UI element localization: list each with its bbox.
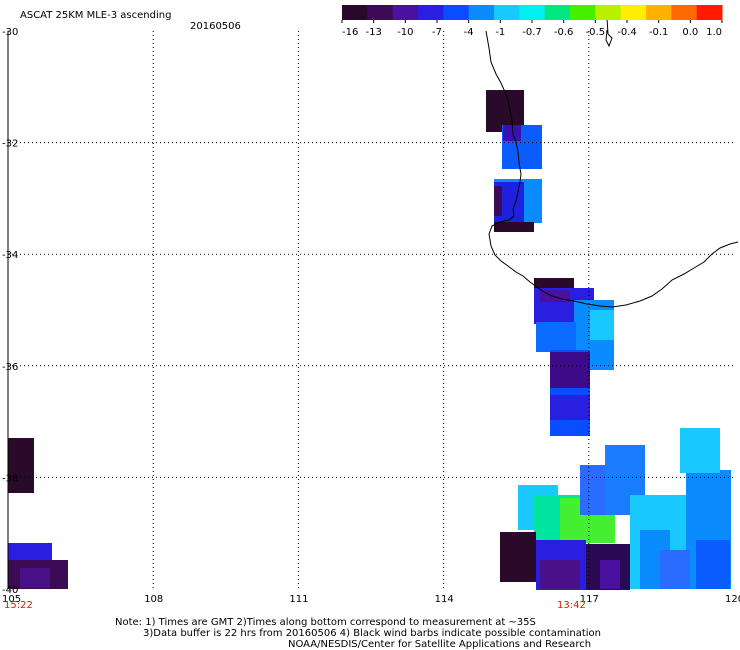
colorbar-swatch <box>671 5 698 20</box>
swath-cell <box>696 540 730 589</box>
note-line-1: Note: 1) Times are GMT 2)Times along bot… <box>115 617 536 628</box>
swath-cell <box>550 352 590 388</box>
colorbar-swatch <box>342 5 368 20</box>
lat-lon-grid <box>7 31 734 589</box>
lon-tick-label: 105 <box>2 594 21 605</box>
colorbar-label: -13 <box>365 27 381 38</box>
coastline <box>485 30 739 308</box>
axis-labels: 105 108 111 114 117 120 -30 -32 -34 -36 -38 -40 <box>2 27 740 605</box>
coastline-island <box>605 17 613 48</box>
swath-cell <box>540 560 580 589</box>
swath-cell <box>8 438 34 493</box>
colorbar-swatch <box>494 5 520 20</box>
colorbar-label: -7 <box>432 27 442 38</box>
lon-tick-label: 108 <box>144 594 163 605</box>
note-line-3: NOAA/NESDIS/Center for Satellite Applica… <box>288 639 592 650</box>
colorbar-label: -4 <box>464 27 474 38</box>
swath-cell <box>680 428 720 473</box>
swath-cell <box>494 222 534 232</box>
colorbar-label: -0.7 <box>522 27 542 38</box>
colorbar-label: -0.5 <box>586 27 606 38</box>
colorbar-label: -10 <box>397 27 413 38</box>
colorbar-swatch <box>595 5 622 20</box>
lon-tick-label: 111 <box>289 594 308 605</box>
lat-tick-label: -32 <box>2 139 18 150</box>
colorbar-label: -0.6 <box>554 27 574 38</box>
colorbar-swatch <box>620 5 647 20</box>
lat-tick-label: -38 <box>2 473 18 484</box>
swath-cell <box>500 532 536 582</box>
colorbar-label: 0.0 <box>682 27 698 38</box>
colorbar-swatch <box>696 5 723 20</box>
time-label-west: 15:22 <box>4 600 33 611</box>
swath-cell <box>536 322 576 352</box>
colorbar-label: -0.4 <box>617 27 637 38</box>
lon-tick-label: 117 <box>580 594 599 605</box>
colorbar-label: 1.0 <box>706 27 722 38</box>
colorbar-swatch <box>367 5 394 20</box>
colorbar-label: -1 <box>495 27 505 38</box>
time-label-east: 13:42 <box>557 600 586 611</box>
note-line-2: 3)Data buffer is 22 hrs from 20160506 4)… <box>143 628 601 639</box>
swath-cell <box>503 125 521 141</box>
date-label: 20160506 <box>190 21 241 32</box>
swath-cell <box>494 186 502 216</box>
swath-cell <box>660 550 690 589</box>
swath-cell <box>534 278 574 290</box>
colorbar-label: -0.1 <box>649 27 669 38</box>
colorbar-swatch <box>443 5 470 20</box>
colorbar-swatch <box>570 5 596 20</box>
title: ASCAT 25KM MLE-3 ascending <box>20 10 171 21</box>
lat-tick-label: -34 <box>2 250 18 261</box>
data-swaths <box>8 90 731 590</box>
lat-tick-label: -40 <box>2 585 18 596</box>
colorbar-label: -16 <box>342 27 358 38</box>
colorbar-swatch <box>392 5 419 20</box>
swath-cell <box>600 560 620 589</box>
lat-tick-label: -36 <box>2 362 18 373</box>
swath-cell <box>20 568 50 588</box>
lat-tick-label: -30 <box>2 27 18 38</box>
lon-tick-label: 114 <box>435 594 454 605</box>
colorbar-swatch <box>646 5 672 20</box>
swath-cell <box>550 395 590 420</box>
colorbar: -16 -13 -10 -7 -4 -1 -0.7 -0.6 -0.5 -0.4 -0.1 0.0 1.… <box>341 5 723 38</box>
colorbar-swatch <box>519 5 546 20</box>
colorbar-swatch <box>418 5 444 20</box>
colorbar-swatch <box>468 5 495 20</box>
colorbar-swatch <box>544 5 571 20</box>
lon-tick-label: 120 <box>725 594 740 605</box>
swath-cell <box>590 310 614 340</box>
